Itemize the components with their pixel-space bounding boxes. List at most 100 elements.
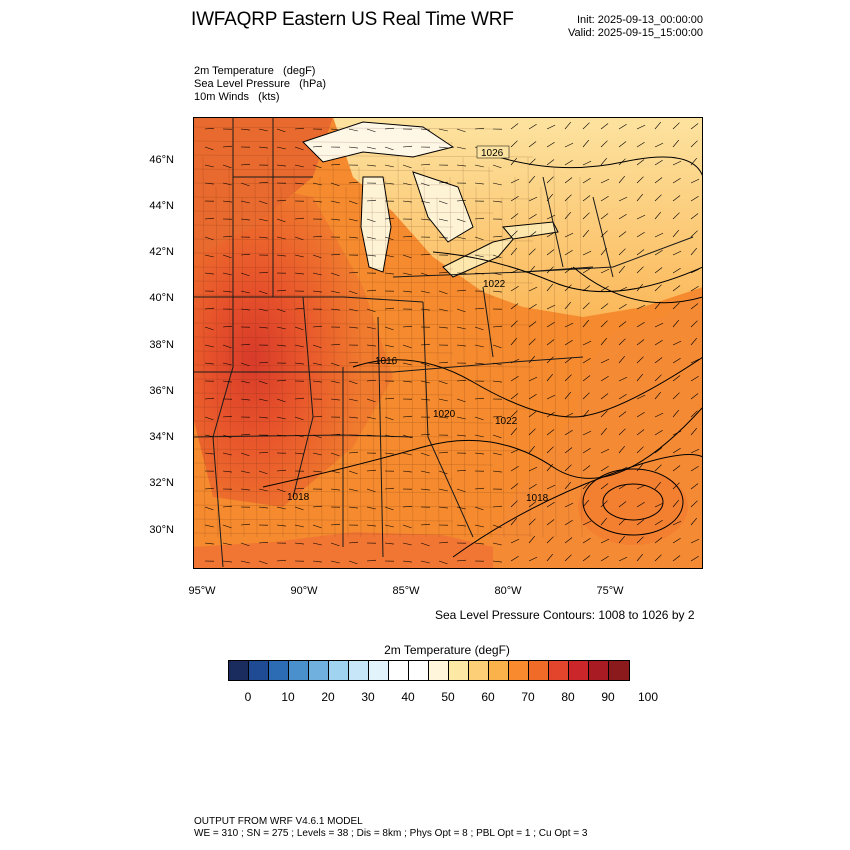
county-line bbox=[193, 196, 534, 200]
wind-barb bbox=[222, 254, 232, 259]
wind-barb bbox=[528, 376, 538, 382]
wind-barb bbox=[384, 127, 395, 130]
wind-barb bbox=[672, 537, 681, 544]
county-line bbox=[371, 196, 375, 538]
wind-barb bbox=[258, 488, 268, 492]
wind-barb bbox=[294, 182, 304, 185]
wind-barb bbox=[672, 229, 680, 238]
wind-barb bbox=[528, 338, 536, 346]
wind-barb bbox=[312, 290, 322, 293]
wind-barb bbox=[240, 218, 250, 221]
wind-barb bbox=[600, 285, 609, 292]
wind-barb bbox=[690, 178, 700, 184]
wind-barb bbox=[564, 481, 572, 490]
map-border bbox=[193, 117, 703, 569]
county-line bbox=[436, 196, 440, 538]
wind-barb bbox=[582, 229, 590, 238]
wind-barb bbox=[456, 236, 466, 240]
wind-barb bbox=[510, 393, 519, 400]
wind-barb bbox=[636, 519, 645, 526]
wind-barb bbox=[654, 357, 663, 364]
wind-barb bbox=[222, 290, 232, 293]
map-title: IWFAQRP Eastern US Real Time WRF bbox=[191, 9, 514, 30]
wind-barb bbox=[546, 304, 556, 310]
wind-barb bbox=[402, 505, 413, 508]
wind-barb bbox=[564, 284, 572, 292]
wind-barb bbox=[546, 193, 554, 202]
wind-barb bbox=[348, 380, 358, 385]
wind-barb bbox=[564, 232, 574, 238]
wind-barb bbox=[654, 142, 664, 148]
wind-barb bbox=[384, 254, 394, 258]
init-time: Init: 2025-09-13_00:00:00 bbox=[577, 14, 703, 26]
wind-barb bbox=[474, 397, 485, 400]
colorbar-swatch bbox=[569, 661, 589, 680]
wind-barb bbox=[276, 416, 286, 420]
wind-barb bbox=[618, 483, 627, 490]
lake-ontario bbox=[502, 221, 559, 240]
wind-barb bbox=[564, 447, 573, 454]
wind-barb bbox=[330, 218, 340, 221]
county-line bbox=[579, 176, 583, 538]
colorbar-swatch bbox=[449, 661, 469, 680]
wind-barb bbox=[330, 398, 340, 401]
wind-barb bbox=[438, 290, 448, 295]
wind-barb bbox=[258, 361, 269, 364]
wind-barb bbox=[384, 487, 395, 490]
wind-barb bbox=[294, 326, 304, 331]
wind-barb bbox=[348, 361, 359, 364]
colorbar-tick-label: 90 bbox=[601, 690, 615, 704]
county-line bbox=[193, 294, 494, 298]
wind-barb bbox=[582, 357, 591, 364]
wind-barb bbox=[312, 325, 323, 328]
wind-barb bbox=[402, 325, 413, 328]
wind-barb bbox=[654, 194, 662, 202]
wind-barb bbox=[600, 500, 608, 508]
wind-barb bbox=[654, 249, 663, 256]
wind-barb bbox=[366, 218, 376, 223]
wind-barb bbox=[384, 506, 394, 511]
wind-barb bbox=[222, 344, 232, 349]
wind-barb bbox=[384, 416, 394, 421]
wind-barb bbox=[222, 235, 233, 238]
wind-barb bbox=[366, 326, 376, 330]
wind-barb bbox=[258, 271, 269, 274]
wind-barb bbox=[492, 254, 502, 259]
wind-barb bbox=[636, 214, 646, 220]
wind-barb bbox=[204, 397, 215, 400]
wind-barb bbox=[330, 343, 341, 346]
county-line bbox=[193, 252, 494, 256]
temperature-field-west bbox=[193, 117, 333, 257]
wind-barb bbox=[312, 505, 323, 508]
wind-barb bbox=[528, 556, 538, 562]
wind-barb bbox=[276, 146, 286, 150]
wind-barb bbox=[456, 308, 466, 313]
time-info: Init: 2025-09-13_00:00:00 Valid: 2025-09… bbox=[568, 14, 703, 40]
wind-barb bbox=[474, 217, 485, 220]
wind-barb bbox=[258, 200, 268, 205]
wind-barb bbox=[546, 231, 555, 238]
wind-barb bbox=[546, 484, 556, 490]
wind-barb bbox=[204, 452, 214, 455]
wind-barb bbox=[636, 283, 644, 292]
wind-barb bbox=[222, 325, 233, 328]
wind-barb bbox=[402, 415, 413, 418]
wind-barb bbox=[474, 452, 484, 455]
wind-barb bbox=[636, 553, 644, 562]
wind-barb bbox=[492, 325, 503, 328]
wind-barb bbox=[438, 200, 448, 205]
wind-barb bbox=[240, 343, 251, 346]
wind-barb bbox=[312, 164, 322, 169]
wind-barb bbox=[528, 445, 536, 454]
wind-barb bbox=[690, 375, 699, 382]
wind-barb bbox=[510, 230, 518, 238]
wind-barb bbox=[636, 124, 646, 130]
wind-barb bbox=[240, 362, 250, 367]
wind-barb bbox=[600, 140, 608, 148]
wind-barb bbox=[690, 410, 698, 418]
wind-barb bbox=[348, 416, 358, 419]
county-line bbox=[358, 166, 362, 538]
wind-barb bbox=[438, 416, 448, 419]
wind-barb bbox=[672, 122, 680, 130]
wind-barb bbox=[528, 321, 537, 328]
